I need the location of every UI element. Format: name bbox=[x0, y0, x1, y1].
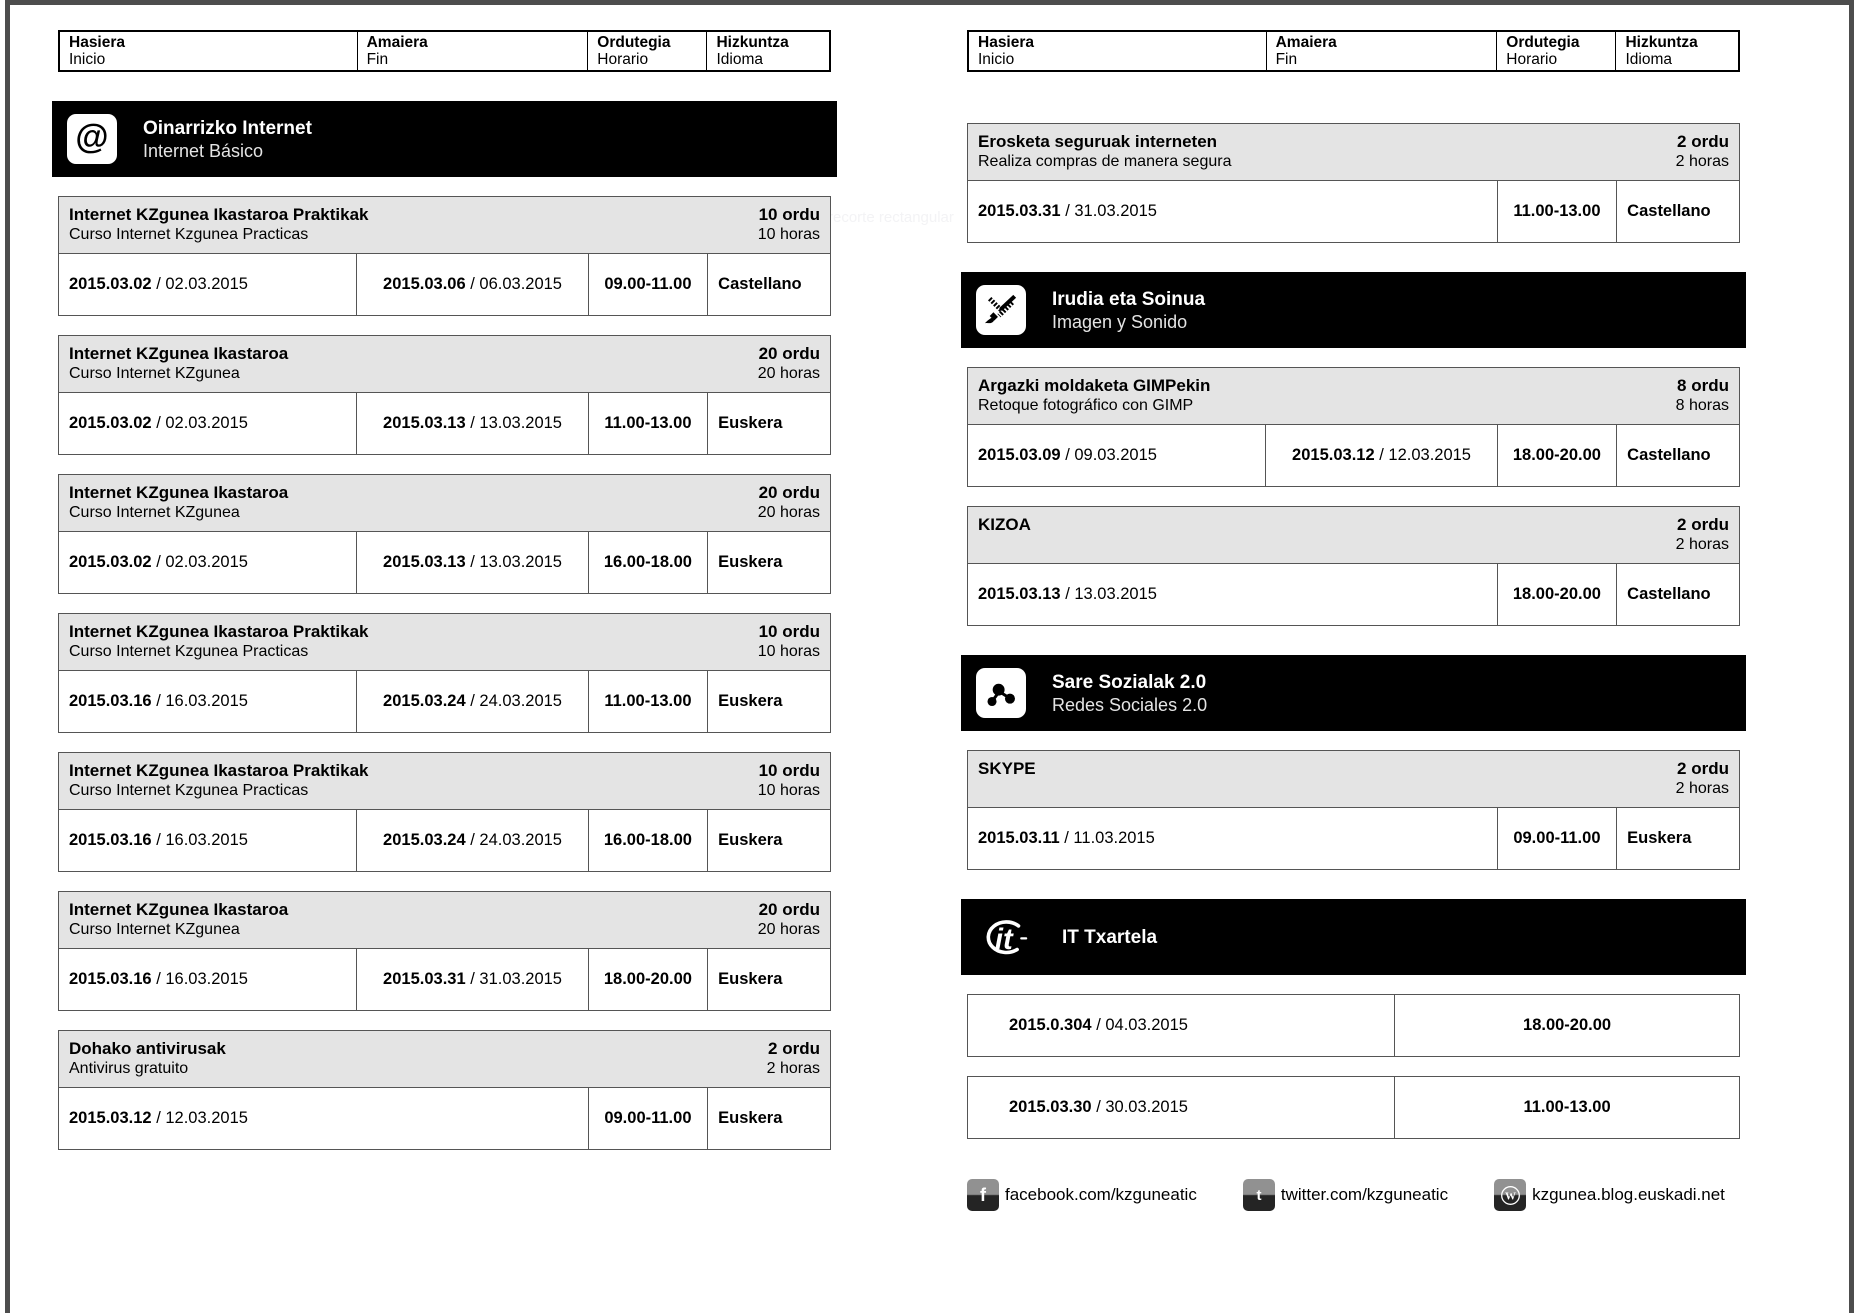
svg-text:f: f bbox=[980, 1185, 987, 1205]
svg-text:@: @ bbox=[75, 120, 108, 156]
svg-text:t: t bbox=[1256, 1187, 1261, 1204]
svg-text:W: W bbox=[1505, 1190, 1516, 1202]
svg-text:it: it bbox=[995, 924, 1014, 956]
